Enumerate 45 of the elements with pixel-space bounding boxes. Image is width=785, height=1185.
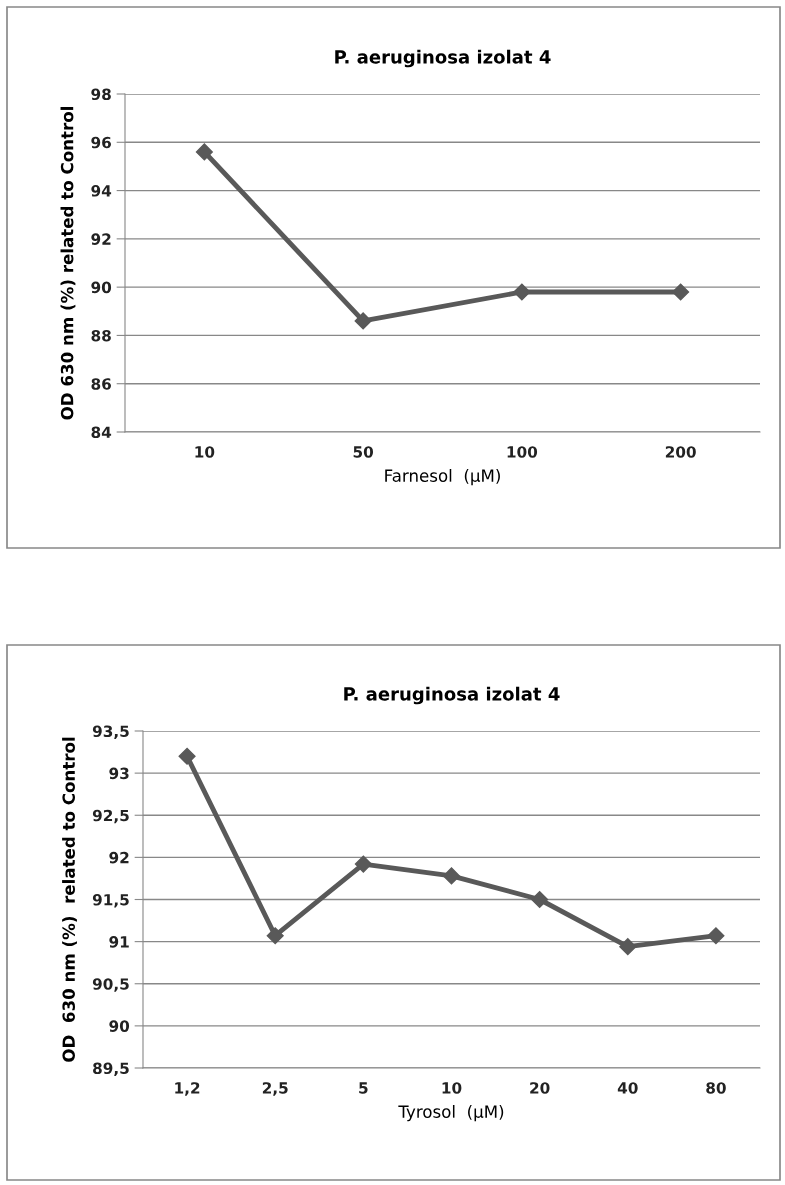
point (619, 938, 637, 956)
point (266, 927, 284, 945)
x-tick-label: 200 (665, 446, 696, 458)
y-tick-label: 90 (109, 1020, 130, 1032)
x-tick-label: 10 (195, 446, 215, 458)
y-tick-label: 89,5 (93, 1062, 129, 1076)
point (195, 143, 213, 161)
y-axis-title: OD 630 nm (%) related to Control (60, 107, 76, 420)
y-tick-label: 84 (91, 426, 112, 439)
x-tick-label: 40 (617, 1082, 638, 1094)
y-tick-label: 92,5 (92, 809, 129, 824)
y-tick-label: 94 (91, 185, 112, 197)
y-tick-label: 96 (91, 136, 111, 149)
y-tick-label: 93 (109, 767, 129, 780)
x-tick-label: 20 (530, 1082, 550, 1094)
x-tick-label: 2,5 (262, 1082, 288, 1096)
y-tick-label: 88 (91, 329, 111, 342)
point (707, 927, 725, 945)
point (513, 283, 531, 301)
x-tick-label: 80 (706, 1082, 726, 1094)
point (354, 312, 372, 330)
point (354, 855, 372, 873)
point (178, 747, 196, 765)
y-tick-label: 93,5 (92, 725, 129, 739)
point (672, 283, 690, 301)
x-tick-label: 100 (507, 446, 538, 458)
y-tick-label: 91 (109, 936, 129, 948)
point (442, 867, 461, 885)
x-axis-title: Farnesol (µM) (385, 469, 500, 486)
x-tick-label: 5 (359, 1082, 368, 1094)
y-tick-label: 91,5 (92, 893, 129, 908)
y-tick-label: 86 (91, 378, 111, 390)
y-axis-title: OD 630 nm (%) related to Control (62, 737, 77, 1062)
y-tick-label: 92 (109, 851, 129, 864)
y-tick-label: 98 (91, 88, 111, 101)
x-tick-label: 10 (442, 1082, 462, 1094)
y-tick-label: 90,5 (92, 978, 129, 992)
chart-title: P. aeruginosa izolat 4 (335, 49, 551, 68)
point (531, 890, 549, 909)
x-tick-label: 50 (353, 446, 374, 458)
x-axis-title: Tyrosol (µM) (398, 1105, 504, 1122)
y-tick-label: 90 (91, 281, 112, 294)
y-tick-label: 92 (91, 233, 111, 245)
x-tick-label: 1,2 (175, 1082, 200, 1096)
chart-title: P. aeruginosa izolat 4 (344, 686, 560, 705)
